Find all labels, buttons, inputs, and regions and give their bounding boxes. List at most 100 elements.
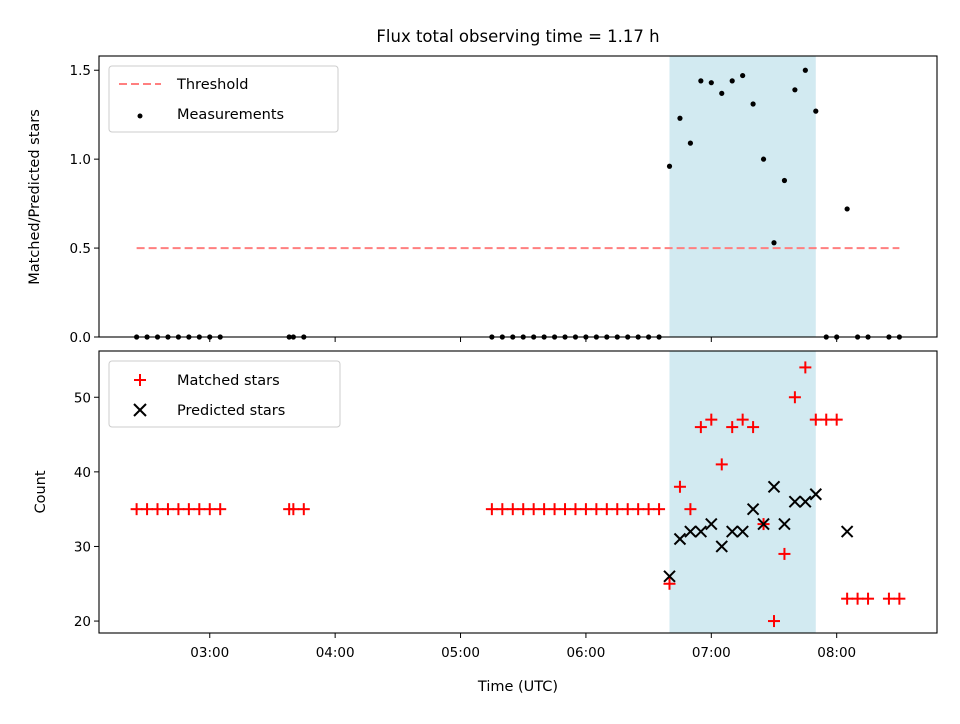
matched-star-point (788, 391, 801, 404)
measurement-point (677, 115, 683, 121)
top-panel: 0.0 0.5 1.0 1.5 Matched/Predicted stars Thr… (27, 55, 938, 346)
matched-star-point (841, 592, 854, 605)
measurement-point (760, 156, 767, 162)
matched-star-point (161, 503, 174, 516)
matched-star-point (820, 413, 833, 426)
matched-star-point (747, 421, 760, 434)
y-tick-label: 1.5 (70, 63, 91, 79)
x-axis-label: Time (UTC) (477, 679, 558, 695)
measurement-point (792, 87, 798, 93)
legend-matched-label: Matched stars (177, 373, 280, 389)
measurement-point (781, 177, 788, 184)
measurement-point (729, 78, 735, 84)
matched-star-point (809, 413, 822, 426)
matched-star-point (496, 503, 509, 516)
matched-star-point (151, 503, 164, 516)
matched-star-point (642, 503, 655, 516)
y-tick-label: 50 (74, 390, 91, 406)
matched-star-point (538, 503, 551, 516)
matched-star-point (767, 615, 780, 628)
matched-star-point (684, 503, 697, 516)
matched-star-point (611, 503, 624, 516)
predicted-star-point (715, 540, 728, 553)
matched-star-point (621, 503, 634, 516)
top-y-axis: 0.0 0.5 1.0 1.5 (70, 63, 99, 346)
matched-star-point (579, 503, 592, 516)
matched-star-point (799, 361, 812, 374)
matched-star-point (862, 592, 875, 605)
chart-title: Flux total observing time = 1.17 h (376, 27, 659, 46)
y-tick-label: 20 (74, 614, 91, 630)
matched-star-point (851, 592, 864, 605)
matched-star-point (663, 577, 676, 590)
predicted-star-point (746, 502, 760, 516)
predicted-star-point (767, 480, 781, 493)
matched-star-point (694, 421, 707, 434)
predicted-star-point (757, 517, 770, 531)
matched-star-point (653, 503, 666, 516)
top-y-axis-label: Matched/Predicted stars (27, 109, 43, 285)
matched-star-point (830, 413, 843, 426)
predicted-star-point (705, 517, 718, 531)
legend-matched-swatch (134, 374, 146, 386)
matched-star-point (569, 503, 582, 516)
legend-measurements-label: Measurements (177, 107, 284, 123)
matched-star-point (548, 503, 561, 516)
matched-star-point (130, 503, 143, 516)
top-plot-frame (98, 55, 938, 338)
x-tick-label: 08:00 (817, 645, 856, 661)
matched-star-point (527, 503, 540, 516)
bottom-plot-frame (98, 350, 938, 634)
y-tick-label: 1.0 (70, 152, 91, 168)
bottom-y-axis: 20 30 40 50 (74, 390, 99, 630)
matched-star-point (485, 503, 498, 516)
measurement-point (666, 163, 673, 169)
predicted-star-point (673, 532, 687, 546)
legend-threshold-label: Threshold (176, 77, 248, 93)
matched-star-point (172, 503, 185, 516)
matched-star-point (287, 503, 300, 516)
bottom-observing-window-shade (669, 351, 816, 633)
matched-star-point (600, 503, 613, 516)
x-tick-label: 06:00 (566, 645, 605, 661)
legend-predicted-swatch (133, 403, 147, 417)
measurement-point (687, 140, 694, 146)
count-points (130, 361, 906, 628)
matched-star-point (705, 413, 718, 426)
matched-star-point (882, 592, 895, 605)
measurement-point (813, 108, 819, 114)
predicted-star-point (840, 525, 854, 538)
x-tick-label: 04:00 (316, 645, 355, 661)
bottom-y-axis-label: Count (33, 470, 49, 513)
matched-star-point (559, 503, 572, 516)
matched-star-point (715, 458, 728, 471)
measurement-point (740, 72, 746, 79)
matched-star-point (506, 503, 519, 516)
bottom-legend-box (108, 360, 341, 428)
predicted-star-point (694, 525, 708, 538)
measurement-point (719, 90, 725, 96)
predicted-star-point (725, 525, 739, 538)
y-tick-label: 0.5 (70, 241, 91, 257)
y-tick-label: 0.0 (70, 330, 91, 346)
matched-star-point (632, 503, 645, 516)
bottom-legend: Matched stars Predicted stars (108, 360, 341, 428)
top-observing-window-shade (669, 56, 816, 337)
matched-star-point (893, 592, 906, 605)
matched-star-point (141, 503, 154, 516)
measurement-point (708, 80, 714, 86)
matched-star-point (297, 503, 310, 516)
predicted-star-point (788, 495, 802, 508)
matched-star-point (590, 503, 603, 516)
matched-star-point (203, 503, 216, 516)
measurement-point (771, 240, 777, 246)
matched-star-point (517, 503, 530, 516)
measurement-point (698, 78, 704, 84)
predicted-star-point (684, 525, 697, 538)
measurement-point (750, 101, 756, 107)
x-tick-label: 05:00 (441, 645, 480, 661)
predicted-star-point (663, 570, 676, 583)
measurement-point (802, 67, 808, 73)
